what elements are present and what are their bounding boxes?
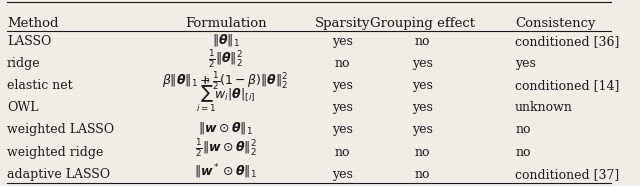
Text: LASSO: LASSO (7, 35, 51, 48)
Text: Method: Method (7, 17, 58, 30)
Text: yes: yes (412, 57, 433, 70)
Text: unknown: unknown (515, 101, 573, 114)
Text: yes: yes (412, 79, 433, 92)
Text: conditioned [36]: conditioned [36] (515, 35, 620, 48)
Text: OWL: OWL (7, 101, 38, 114)
Text: $\frac{1}{2}\|\boldsymbol{\theta}\|_2^2$: $\frac{1}{2}\|\boldsymbol{\theta}\|_2^2$ (208, 48, 243, 70)
Text: Consistency: Consistency (515, 17, 596, 30)
Text: no: no (515, 145, 531, 158)
Text: $\sum_{i=1}^{n} w_i|\boldsymbol{\theta}|_{[i]}$: $\sum_{i=1}^{n} w_i|\boldsymbol{\theta}|… (196, 76, 255, 114)
Text: elastic net: elastic net (7, 79, 72, 92)
Text: no: no (335, 57, 350, 70)
Text: yes: yes (332, 123, 353, 136)
Text: yes: yes (332, 168, 353, 181)
Text: weighted LASSO: weighted LASSO (7, 123, 114, 136)
Text: Sparsity: Sparsity (315, 17, 371, 30)
Text: Formulation: Formulation (185, 17, 266, 30)
Text: yes: yes (412, 123, 433, 136)
Text: no: no (415, 145, 431, 158)
Text: yes: yes (332, 101, 353, 114)
Text: conditioned [37]: conditioned [37] (515, 168, 620, 181)
Text: $\|\boldsymbol{\theta}\|_1$: $\|\boldsymbol{\theta}\|_1$ (212, 32, 239, 48)
Text: no: no (415, 168, 431, 181)
Text: no: no (415, 35, 431, 48)
Text: Grouping effect: Grouping effect (370, 17, 476, 30)
Text: weighted ridge: weighted ridge (7, 145, 103, 158)
Text: no: no (515, 123, 531, 136)
Text: adaptive LASSO: adaptive LASSO (7, 168, 110, 181)
Text: $\|\boldsymbol{w}^* \odot \boldsymbol{\theta}\|_1$: $\|\boldsymbol{w}^* \odot \boldsymbol{\t… (194, 162, 257, 181)
Text: yes: yes (515, 57, 536, 70)
Text: ridge: ridge (7, 57, 40, 70)
Text: yes: yes (332, 35, 353, 48)
Text: yes: yes (332, 79, 353, 92)
Text: $\|\boldsymbol{w} \odot \boldsymbol{\theta}\|_1$: $\|\boldsymbol{w} \odot \boldsymbol{\the… (198, 120, 253, 136)
Text: $\frac{1}{2}\|\boldsymbol{w} \odot \boldsymbol{\theta}\|_2^2$: $\frac{1}{2}\|\boldsymbol{w} \odot \bold… (195, 137, 257, 158)
Text: $\beta\|\boldsymbol{\theta}\|_1 + \frac{1}{2}(1-\beta)\|\boldsymbol{\theta}\|_2^: $\beta\|\boldsymbol{\theta}\|_1 + \frac{… (163, 70, 289, 92)
Text: conditioned [14]: conditioned [14] (515, 79, 620, 92)
Text: yes: yes (412, 101, 433, 114)
Text: no: no (335, 145, 350, 158)
